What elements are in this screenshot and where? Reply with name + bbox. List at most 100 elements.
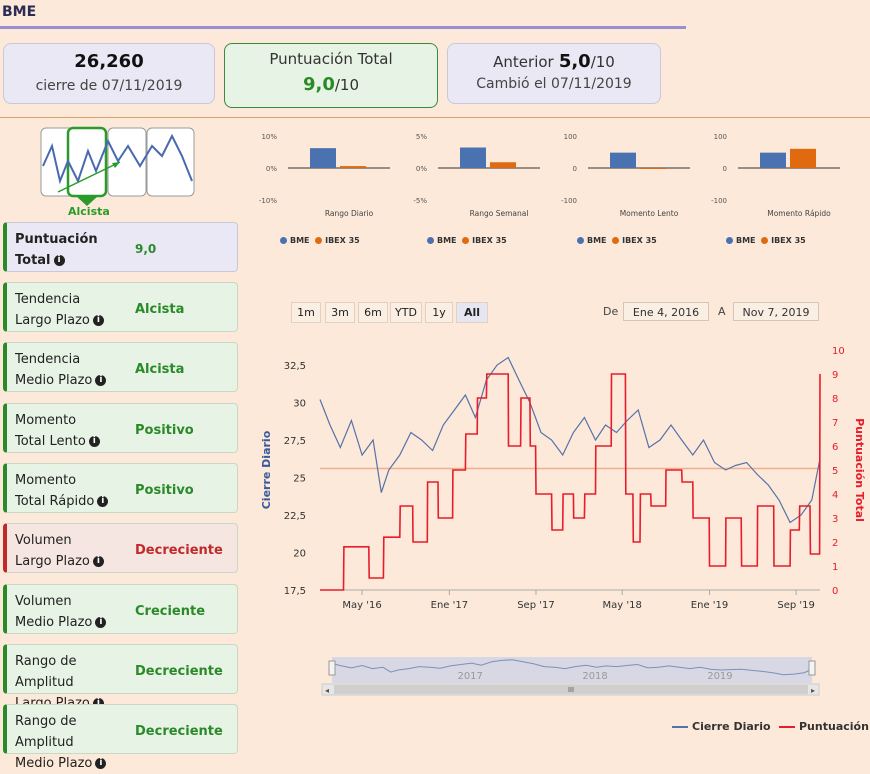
metric-card[interactable]: Volumen Medio Plazo i Creciente [3, 584, 238, 634]
legend-ibex-3: IBEX 35 [622, 236, 657, 245]
mini-y-tick: 0% [266, 165, 277, 173]
range-button-6m[interactable]: 6m [358, 302, 388, 323]
metric-card[interactable]: Tendencia Medio Plazo i Alcista [3, 342, 238, 392]
info-icon[interactable]: i [97, 496, 109, 507]
mini-bar[interactable] [790, 148, 816, 168]
legend-close[interactable]: Cierre Diario [672, 720, 771, 733]
metric-card[interactable]: Tendencia Largo Plazo i Alcista [3, 282, 238, 332]
metric-name-line1: Tendencia [15, 292, 81, 307]
range-to-label: A [718, 305, 726, 318]
range-from-label: De [603, 305, 619, 318]
y-tick: 27,5 [284, 436, 306, 447]
metric-name: Tendencia Largo Plazo i [15, 289, 135, 331]
mini-bar[interactable] [460, 147, 486, 168]
metric-value: Alcista [135, 302, 185, 317]
close-series-line[interactable] [319, 356, 821, 524]
mini-bar[interactable] [640, 168, 666, 169]
y2-tick: 8 [832, 394, 838, 405]
mini-y-tick: -100 [711, 197, 727, 205]
mini-bar[interactable] [490, 162, 516, 168]
info-icon[interactable]: i [53, 255, 65, 266]
metric-card[interactable]: Momento Total Rápido i Positivo [3, 463, 238, 513]
x-tick: May '18 [603, 600, 642, 611]
legend-score[interactable]: Puntuación [779, 720, 869, 733]
x-tick: Ene '19 [691, 600, 728, 611]
metric-name-line2: Total [15, 253, 51, 268]
mini-x-label: Momento Rápido [767, 209, 831, 218]
mini-y-tick: 100 [714, 133, 727, 141]
navigator-label: 2019 [707, 671, 732, 682]
y-tick: 22,5 [284, 511, 306, 522]
metric-name: Volumen Medio Plazo i [15, 591, 135, 633]
range-button-1y[interactable]: 1y [425, 302, 453, 323]
metric-name: Momento Total Rápido i [15, 470, 135, 512]
metric-name-line2: Medio Plazo [15, 615, 93, 630]
metric-value: Decreciente [135, 543, 223, 558]
info-icon[interactable]: i [88, 436, 100, 447]
legend-score-swatch [779, 726, 795, 728]
metric-name: Volumen Largo Plazo i [15, 530, 135, 572]
y2-tick: 0 [832, 586, 838, 597]
range-button-all[interactable]: All [456, 302, 488, 323]
header-divider [0, 26, 686, 29]
metric-card[interactable]: Volumen Largo Plazo i Decreciente [3, 523, 238, 573]
mini-x-label: Rango Semanal [470, 209, 529, 218]
metric-value: Alcista [135, 362, 185, 377]
mini-y-tick: 5% [416, 133, 427, 141]
mini-y-tick: 0 [573, 165, 577, 173]
metric-name-line2: Medio Plazo [15, 756, 93, 771]
mini-y-tick: -100 [561, 197, 577, 205]
mini-x-label: Momento Lento [620, 209, 679, 218]
mini-bar[interactable] [340, 166, 366, 168]
navigator-window[interactable] [332, 657, 812, 683]
info-icon[interactable]: i [95, 617, 107, 628]
metric-name-line1: Tendencia [15, 352, 81, 367]
range-to-input[interactable]: Nov 7, 2019 [733, 302, 819, 321]
mini-x-label: Rango Diario [325, 209, 374, 218]
metric-name: Momento Total Lento i [15, 410, 135, 452]
y2-tick: 3 [832, 514, 838, 525]
range-button-ytd[interactable]: YTD [390, 302, 422, 323]
metric-name-line1: Momento [15, 413, 77, 428]
y2-tick: 1 [832, 562, 838, 573]
ticker-title: BME [2, 4, 37, 20]
metric-card[interactable]: Rango de Amplitud Medio Plazo i Decreciente [3, 704, 238, 771]
mini-bar-charts: 10% 0% -10% Rango Diario 5% 0% -5% Rango Semana… [259, 133, 840, 218]
mini-y-tick: -10% [259, 197, 277, 205]
score-series-line[interactable] [320, 373, 821, 591]
mini-bar[interactable] [760, 152, 786, 168]
info-icon[interactable]: i [92, 556, 104, 567]
navigator-handle-right[interactable] [808, 660, 816, 676]
mini-legend-2: BME IBEX 35 [427, 236, 507, 245]
legend-bme-4: BME [736, 236, 756, 245]
y2-tick: 9 [832, 370, 838, 381]
mini-bar[interactable] [310, 148, 336, 168]
info-icon[interactable]: i [95, 758, 107, 769]
metric-value: 9,0 [135, 242, 157, 256]
x-tick: Sep '17 [517, 600, 555, 611]
info-icon[interactable]: i [92, 315, 104, 326]
range-from-input[interactable]: Ene 4, 2016 [623, 302, 709, 321]
mini-y-tick: -5% [413, 197, 427, 205]
previous-score-card: Anterior 5,0/10 Cambió el 07/11/2019 [447, 43, 661, 104]
navigator-handle-left[interactable] [328, 660, 336, 676]
range-button-3m[interactable]: 3m [325, 302, 355, 323]
mini-legend-3: BME IBEX 35 [577, 236, 657, 245]
total-score-denominator: /10 [334, 76, 360, 94]
navigator-label: 2017 [457, 671, 482, 682]
info-icon[interactable]: i [92, 698, 104, 709]
range-button-1m[interactable]: 1m [291, 302, 321, 323]
metric-card[interactable]: Momento Total Lento i Positivo [3, 403, 238, 453]
mini-bar[interactable] [610, 152, 636, 168]
metric-name-line1: Volumen [15, 594, 72, 609]
metric-card[interactable]: Puntuación Total i 9,0 [3, 222, 238, 272]
main-price-chart[interactable]: 32,53027,52522,52017,5109876543210Cierre… [250, 320, 870, 620]
y-tick: 20 [293, 549, 306, 560]
navigator[interactable]: 2017 2018 2019 ◂ ▸ [320, 655, 825, 697]
metric-name-line1: Puntuación [15, 232, 98, 247]
metric-name-line2: Total Lento [15, 434, 86, 449]
trend-label: Alcista [68, 205, 110, 218]
y-tick: 25 [293, 474, 306, 485]
info-icon[interactable]: i [95, 375, 107, 386]
